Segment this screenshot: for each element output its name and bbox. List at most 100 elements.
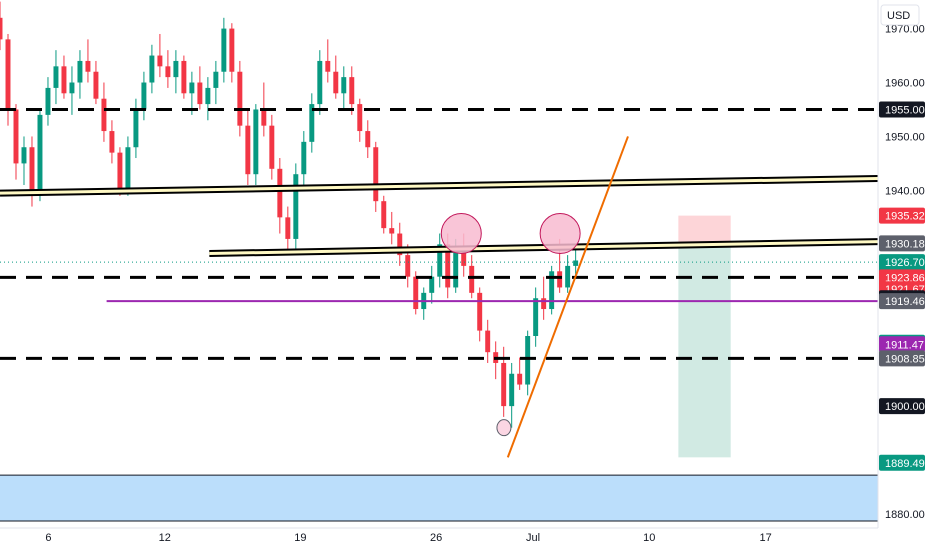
candle-body [397,233,403,256]
date-tick-label: 26 [430,532,442,544]
price-badge [879,454,925,471]
candle-body [365,131,371,148]
price-badge [879,235,925,252]
price-badge-label: 1908.85 [885,353,925,365]
candle-body [309,104,315,142]
candle-body [565,265,571,288]
candle-body [349,77,355,105]
price-badge-label: 1935.32 [885,211,925,223]
price-badge-label: 1926.70 [885,257,925,269]
double-line-fill [0,177,879,195]
position-tool-layer[interactable] [678,215,731,458]
candle-body [21,147,27,164]
currency-selector[interactable]: USD [880,4,920,26]
date-tick-label: 10 [643,532,655,544]
candle-body [389,228,395,234]
candle-body [213,71,219,88]
date-tick-label: Jul [526,532,540,544]
highlight-circle[interactable] [539,213,581,255]
candle-body [181,60,187,94]
candle-body [173,60,179,78]
price-badge [879,293,925,310]
candle-body [61,66,67,94]
candle-body [301,141,307,175]
candle-body [189,82,195,94]
candle-body [549,271,555,310]
time-axis[interactable]: 6 12 19 26 Jul 10 17 [45,532,771,544]
candle-body [533,298,539,336]
candle-body [197,82,203,105]
candle-body [125,147,131,191]
candle-body [293,174,299,239]
position-target-zone[interactable] [678,243,731,458]
candle-body [333,71,339,94]
price-badge-label: 1919.46 [885,296,925,308]
candle-body [205,87,211,105]
candle-body [445,244,451,288]
candle-body [317,60,323,105]
candle-body [541,298,547,310]
candle-body [357,104,363,132]
candle-body [453,249,459,288]
candles-layer [0,1,579,428]
candle-body [509,373,515,407]
candle-body [117,152,123,191]
date-tick-label: 12 [159,532,171,544]
price-badge [879,398,925,415]
price-badge-label: 1930.18 [885,238,925,250]
price-badge [879,101,925,118]
candle-body [101,98,107,132]
candle-body [229,28,235,72]
price-badge-label: 1889.49 [885,458,925,470]
candle-body [165,66,171,78]
currency-label: USD [887,10,910,22]
highlight-circle[interactable] [440,213,482,255]
price-badge-label: 1900.00 [885,401,925,413]
date-tick-label: 6 [45,532,51,544]
candle-body [381,201,387,229]
candle-body [325,60,331,72]
drawings-layer[interactable] [0,107,879,458]
candle-body [285,217,291,239]
candle-body [525,336,531,385]
support-zone-layer [0,474,878,522]
candle-body [0,17,3,40]
price-badge [879,207,925,224]
date-tick-label: 17 [759,532,771,544]
candle-body [485,330,491,353]
candle-body [469,265,475,293]
candle-body [5,39,11,110]
position-stop-zone[interactable] [678,215,731,244]
candle-body [77,60,83,83]
candle-body [277,168,283,218]
candle-body [461,249,467,266]
candle-body [429,276,435,293]
orange-trendline[interactable] [506,136,629,458]
candle-body [149,55,155,83]
candle-body [517,373,523,385]
candle-body [85,60,91,72]
candle-body [69,82,75,94]
candle-body [237,71,243,126]
candle-body [13,109,19,164]
candle-body [45,87,51,115]
candle-body [573,260,579,266]
candle-body [269,125,275,169]
candle-body [501,362,507,407]
price-tick-label: 1880.00 [885,509,925,521]
candle-body [413,276,419,310]
support-zone [0,475,878,521]
price-badge [879,350,925,367]
candle-body [341,77,347,94]
candle-body [37,114,43,196]
candle-body [373,147,379,202]
currency-box[interactable] [880,4,920,26]
candle-body [557,271,563,288]
small-highlight-circle[interactable] [496,419,512,437]
price-tick-label: 1970.00 [885,24,925,36]
candle-body [29,147,35,196]
price-tick-label: 1950.00 [885,131,925,143]
